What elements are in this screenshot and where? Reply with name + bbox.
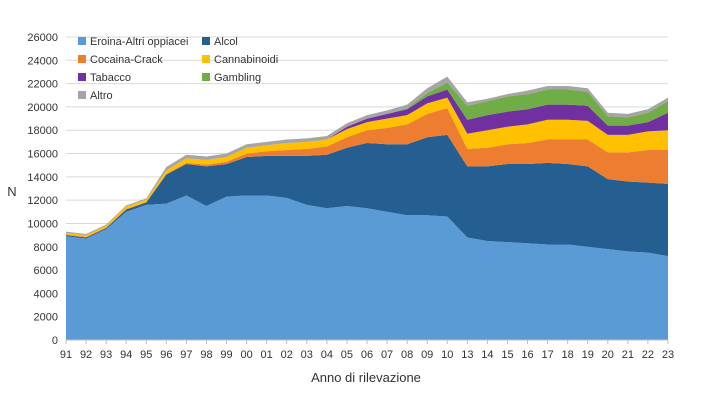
legend-label: Cannabinoidi: [214, 54, 278, 66]
y-tick-label: 12000: [27, 195, 58, 207]
x-axis-label: Anno di rilevazione: [311, 370, 421, 385]
x-tick-label: 16: [521, 349, 533, 361]
x-tick-label: 13: [461, 349, 473, 361]
x-tick-label: 15: [501, 349, 513, 361]
area-series-alcol: [66, 134, 668, 257]
x-tick-label: 22: [642, 349, 654, 361]
legend-label: Eroina-Altri oppiacei: [90, 36, 188, 48]
x-tick-label: 98: [200, 349, 212, 361]
y-tick-label: 14000: [27, 172, 58, 184]
area-series-eroina-altri-oppiacei: [66, 195, 668, 340]
legend-swatch: [78, 37, 86, 45]
x-tick-label: 91: [60, 349, 72, 361]
y-tick-label: 6000: [34, 265, 58, 277]
y-tick-label: 0: [52, 335, 58, 347]
x-tick-label: 94: [120, 349, 132, 361]
y-tick-label: 22000: [27, 79, 58, 91]
area-series-altro: [66, 76, 668, 236]
x-tick-label: 93: [100, 349, 112, 361]
y-tick-label: 16000: [27, 149, 58, 161]
y-tick-label: 20000: [27, 102, 58, 114]
x-tick-label: 14: [481, 349, 493, 361]
legend-swatch: [78, 91, 86, 99]
x-tick-label: 20: [602, 349, 614, 361]
area-series-cocaina-crack: [66, 108, 668, 238]
x-tick-label: 08: [401, 349, 413, 361]
legend-label: Altro: [90, 90, 113, 102]
y-axis-label: N: [7, 184, 16, 199]
x-tick-label: 07: [381, 349, 393, 361]
x-tick-label: 21: [622, 349, 634, 361]
legend-swatch: [202, 37, 210, 45]
x-tick-label: 23: [662, 349, 674, 361]
x-tick-label: 09: [421, 349, 433, 361]
area-series-group: [66, 76, 668, 340]
y-tick-label: 4000: [34, 288, 58, 300]
legend-label: Alcol: [214, 36, 238, 48]
x-tick-label: 92: [80, 349, 92, 361]
legend-label: Gambling: [214, 72, 261, 84]
x-tick-label: 05: [341, 349, 353, 361]
x-tick-label: 06: [361, 349, 373, 361]
legend-label: Cocaina-Crack: [90, 54, 163, 66]
axes: 0200040006000800010000120001400016000180…: [27, 32, 674, 361]
y-tick-label: 8000: [34, 242, 58, 254]
x-tick-label: 97: [180, 349, 192, 361]
y-tick-label: 18000: [27, 125, 58, 137]
x-tick-label: 17: [541, 349, 553, 361]
y-tick-label: 24000: [27, 55, 58, 67]
legend: Eroina-Altri oppiacei Alcol Cocaina-Crack C…: [78, 36, 278, 102]
x-tick-label: 01: [261, 349, 273, 361]
x-tick-label: 19: [582, 349, 594, 361]
legend-swatch: [78, 73, 86, 81]
legend-swatch: [202, 55, 210, 63]
y-tick-label: 10000: [27, 218, 58, 230]
x-tick-label: 00: [240, 349, 252, 361]
x-tick-label: 99: [220, 349, 232, 361]
x-tick-label: 03: [301, 349, 313, 361]
x-tick-label: 95: [140, 349, 152, 361]
legend-label: Tabacco: [90, 72, 131, 84]
area-series-cannabinoidi: [66, 97, 668, 237]
x-tick-label: 02: [281, 349, 293, 361]
y-tick-label: 2000: [34, 312, 58, 324]
x-tick-label: 10: [441, 349, 453, 361]
legend-swatch: [78, 55, 86, 63]
x-tick-label: 04: [321, 349, 333, 361]
y-tick-label: 26000: [27, 32, 58, 44]
x-tick-label: 96: [160, 349, 172, 361]
legend-swatch: [202, 73, 210, 81]
x-tick-label: 18: [562, 349, 574, 361]
